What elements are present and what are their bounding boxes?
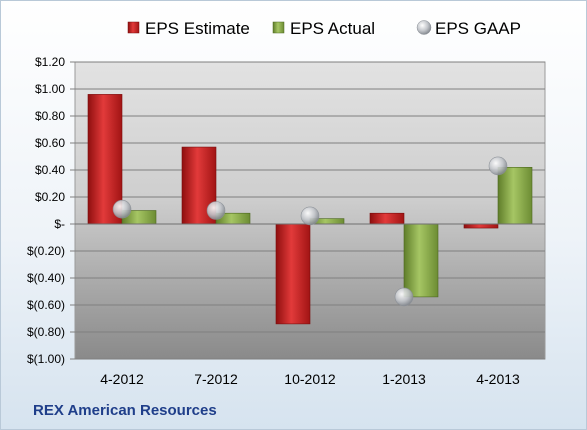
bar-eps-estimate: [463, 223, 499, 229]
company-name: REX American Resources: [33, 402, 217, 419]
legend-label: EPS GAAP: [435, 19, 521, 38]
y-tick-label: $0.80: [35, 109, 65, 123]
y-tick-label: $0.20: [35, 190, 65, 204]
y-tick-label: $(0.40): [27, 271, 65, 285]
point-eps-gaap: [206, 201, 226, 220]
point-eps-gaap: [394, 287, 414, 307]
point-eps-gaap: [300, 206, 320, 226]
point-eps-gaap: [488, 156, 508, 176]
y-tick-label: $-: [54, 217, 65, 231]
legend-label: EPS Actual: [290, 19, 375, 38]
x-tick-label: 7-2012: [194, 371, 238, 387]
y-tick-label: $(1.00): [27, 352, 65, 366]
x-tick-label: 4-2013: [476, 371, 520, 387]
legend-label: EPS Estimate: [145, 19, 250, 38]
bar-eps-actual: [497, 167, 533, 225]
y-tick-label: $1.00: [35, 82, 65, 96]
bar-eps-estimate: [369, 212, 405, 225]
x-tick-label: 1-2013: [382, 371, 426, 387]
y-tick-label: $(0.60): [27, 298, 65, 312]
legend-swatch-gaap: [416, 20, 432, 35]
legend-swatch-estimate: [127, 21, 140, 34]
y-tick-label: $1.20: [35, 55, 65, 69]
x-tick-label: 4-2012: [100, 371, 144, 387]
point-eps-gaap: [112, 199, 132, 219]
y-tick-label: $(0.80): [27, 325, 65, 339]
y-tick-label: $0.60: [35, 136, 65, 150]
bar-eps-actual: [403, 223, 439, 298]
y-tick-label: $(0.20): [27, 244, 65, 258]
x-tick-label: 10-2012: [284, 371, 336, 387]
legend-swatch-actual: [272, 21, 285, 34]
bar-eps-estimate: [275, 223, 311, 325]
y-tick-label: $0.40: [35, 163, 65, 177]
